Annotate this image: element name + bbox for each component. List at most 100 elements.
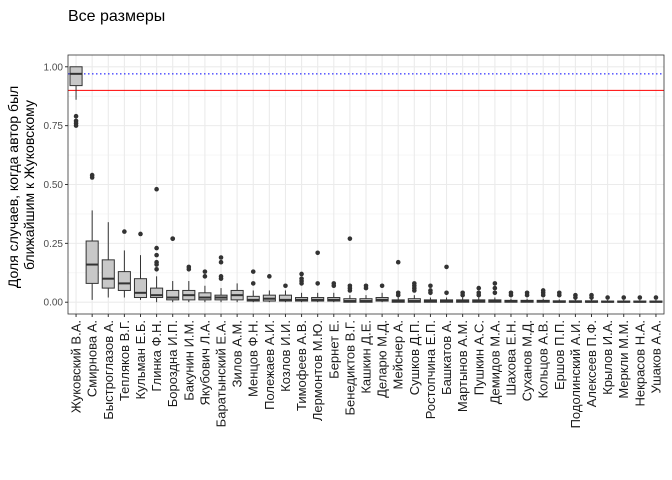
box-group [327,281,341,303]
outlier-point [379,283,385,289]
outlier-point [315,281,320,286]
outlier-point [267,274,272,279]
box-group [214,255,228,303]
box [85,240,99,284]
outlier-point [476,285,482,291]
box-group [85,172,99,300]
x-tick-label: Деларю М.Д. [375,320,390,398]
outlier-point [540,292,546,298]
outlier-point [202,269,208,274]
outlier-point [395,292,401,298]
outlier-point [492,281,498,286]
outlier-point [347,236,353,241]
box-group [182,264,196,303]
x-tick-label: Некрасов Н.А. [632,320,647,406]
x-tick-label: Жуковский В.А. [69,320,84,413]
x-tick-label: Шахова Е.Н. [503,320,518,396]
y-tick-label: 0.75 [44,121,64,132]
box-group [520,290,534,303]
outlier-point [154,186,159,192]
box [101,259,115,289]
box-group [343,236,357,303]
x-tick-label: Тимофеев А.В. [294,320,309,411]
x-tick-label: Смирнова А. [85,320,100,397]
outlier-point [218,259,224,265]
outlier-point [444,264,449,270]
y-axis-label-line-2: ближайшим к Жуковскому [21,100,37,270]
y-axis: 0.00 0.25 0.50 0.75 1.00 [44,62,68,309]
x-tick-label: Ушаков А.А. [648,320,663,393]
outlier-point [154,252,159,258]
box-group [440,264,454,303]
x-tick-label: Козлов И.И. [278,320,293,392]
box-group [504,290,518,303]
box-group [423,283,437,303]
outlier-point [218,276,224,281]
x-tick-label: Бороздна И.П. [165,320,180,407]
y-tick-label: 0.00 [44,298,64,309]
box-group [166,236,180,303]
outlier-point [315,250,320,256]
y-axis-label-line-1: Доля случаев, когда автор был [5,86,21,288]
outlier-point [508,292,514,298]
boxes [69,66,663,303]
outlier-point [589,295,594,300]
box-group [262,274,276,303]
box [133,278,148,299]
outlier-point [154,266,159,272]
outlier-point [412,288,417,293]
x-tick-label: Крылов И.А. [600,320,615,395]
outlier-point [331,283,337,289]
outlier-point [428,290,433,296]
outlier-point [347,288,353,293]
outlier-point [89,175,95,180]
x-tick-label: Алексеев П.Ф. [584,320,599,407]
x-tick-label: Тепляков В.Г. [117,320,132,401]
x-tick-label: Менцов Ф.Н. [246,320,261,397]
reference-lines [68,73,664,91]
chart-title: Все размеры [68,8,165,25]
box [278,294,292,302]
x-tick-label: Бенедиктов В.Г. [342,320,357,415]
box-group [359,283,373,303]
box-group [407,281,421,303]
x-tick-label: Быстроглазов А. [101,320,116,420]
outlier-point [202,274,208,279]
x-tick-label: Башкатов А. [439,320,454,395]
outlier-point [653,295,659,300]
box-group [649,295,663,303]
outlier-point [73,123,79,128]
box [69,66,83,87]
x-tick-label: Демидов М.А. [487,320,502,404]
box-group [584,292,599,303]
outlier-point [524,292,530,298]
x-tick-label: Зилов А.М. [230,320,245,387]
box-group [311,250,325,303]
box-group [69,66,83,128]
x-tick-label: Полежаев А.И. [262,320,277,410]
outlier-point [138,231,143,237]
box-group [278,283,292,303]
box-group [295,271,309,303]
box [166,289,180,301]
outlier-point [299,281,304,286]
x-tick-label: Мартынов А.М. [455,320,470,412]
outlier-point [154,245,159,251]
outlier-point [73,113,79,119]
x-tick-label: Ершов П.П. [552,320,567,390]
outlier-point [637,295,643,300]
box-group [375,283,389,303]
x-tick-label: Меркли М.М. [616,320,631,399]
x-tick-label: Бернет Е. [326,320,341,379]
x-axis: Жуковский В.А. Смирнова А. Быстроглазов А.… [69,314,663,428]
box-group [488,281,502,303]
box-group [633,295,647,303]
box [150,287,164,299]
x-tick-label: Мейснер А. [391,320,406,390]
outlier-point [186,266,192,272]
outlier-point [492,290,498,296]
box-group [568,292,582,303]
box-group [552,290,566,303]
x-tick-label: Кольцов А.В. [536,320,551,399]
